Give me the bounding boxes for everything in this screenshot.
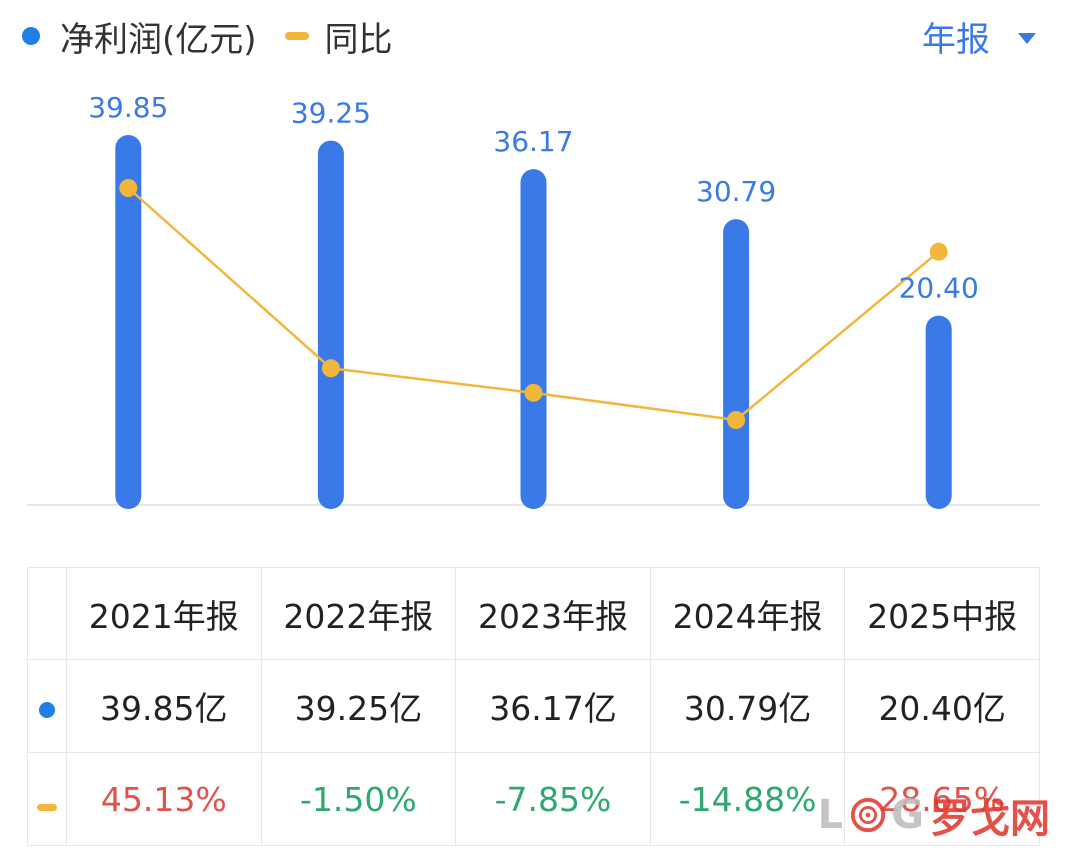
yoy-marker-cell xyxy=(27,752,67,846)
yoy-dash-icon xyxy=(37,803,57,811)
yoy-cell: -14.88% xyxy=(649,752,846,846)
yoy-point[interactable] xyxy=(524,383,543,402)
yoy-point[interactable] xyxy=(929,242,948,261)
yoy-point[interactable] xyxy=(321,359,340,378)
chevron-down-icon xyxy=(1018,32,1036,44)
period-selector[interactable]: 年报 xyxy=(922,12,1036,60)
net-profit-cell: 36.17亿 xyxy=(455,659,651,753)
yoy-cell: -1.50% xyxy=(260,752,457,846)
net-profit-cell: 20.40亿 xyxy=(844,659,1040,753)
table-header-row: 2021年报 2022年报 2023年报 2024年报 2025中报 xyxy=(27,567,1040,660)
net-profit-dot-icon xyxy=(39,701,55,718)
bar-data-label: 20.40 xyxy=(899,272,979,305)
period-selector-label: 年报 xyxy=(922,19,990,60)
yoy-cell: 45.13% xyxy=(66,752,262,846)
net-profit-bar[interactable] xyxy=(115,135,142,509)
line-series-legend-label: 同比 xyxy=(324,19,393,60)
legend: 净利润(亿元) 同比 xyxy=(22,12,393,60)
yoy-cell: -7.85% xyxy=(455,752,651,846)
watermark-letter-l: L xyxy=(817,792,846,838)
yoy-point[interactable] xyxy=(119,179,138,197)
watermark-logo: L G 罗戈网 xyxy=(818,786,1050,844)
watermark-ring-icon xyxy=(851,797,886,833)
bar-data-label: 39.25 xyxy=(291,97,371,130)
net-profit-bar[interactable] xyxy=(925,315,952,509)
net-profit-cell: 39.25亿 xyxy=(260,659,457,753)
data-table: 2021年报 2022年报 2023年报 2024年报 2025中报 39.85… xyxy=(27,567,1040,846)
watermark-letter-g: G xyxy=(891,792,924,838)
table-row-net-profit: 39.85亿 39.25亿 36.17亿 30.79亿 20.40亿 xyxy=(27,659,1040,753)
bar-series-legend-label: 净利润(亿元) xyxy=(60,19,257,60)
net-profit-chart: 39.85 39.25 36.17 30.79 20.40 xyxy=(27,91,1040,509)
table-header-cell: 2024年报 xyxy=(649,567,846,660)
table-header-cell: 2022年报 xyxy=(260,567,457,660)
yoy-point[interactable] xyxy=(727,411,746,429)
table-header-cell: 2023年报 xyxy=(455,567,651,660)
net-profit-bar[interactable] xyxy=(723,219,750,509)
watermark-text: 罗戈网 xyxy=(930,796,1050,842)
bar-series-legend-dot xyxy=(22,27,40,45)
table-header-cell: 2025中报 xyxy=(844,567,1040,660)
net-profit-marker-cell xyxy=(27,659,67,753)
bar-data-label: 36.17 xyxy=(493,125,573,158)
line-series-legend-dash xyxy=(284,32,309,40)
net-profit-cell: 30.79亿 xyxy=(649,659,846,753)
net-profit-bar[interactable] xyxy=(520,169,547,509)
net-profit-cell: 39.85亿 xyxy=(66,659,262,753)
bar-data-label: 30.79 xyxy=(696,175,776,208)
bar-data-label: 39.85 xyxy=(88,91,168,124)
table-row-yoy: 45.13% -1.50% -7.85% -14.88% 28.65% xyxy=(27,752,1040,846)
header-marker-cell xyxy=(27,567,67,660)
table-header-cell: 2021年报 xyxy=(66,567,262,660)
yoy-cell: 28.65% xyxy=(844,752,1040,846)
net-profit-bar[interactable] xyxy=(317,140,344,509)
